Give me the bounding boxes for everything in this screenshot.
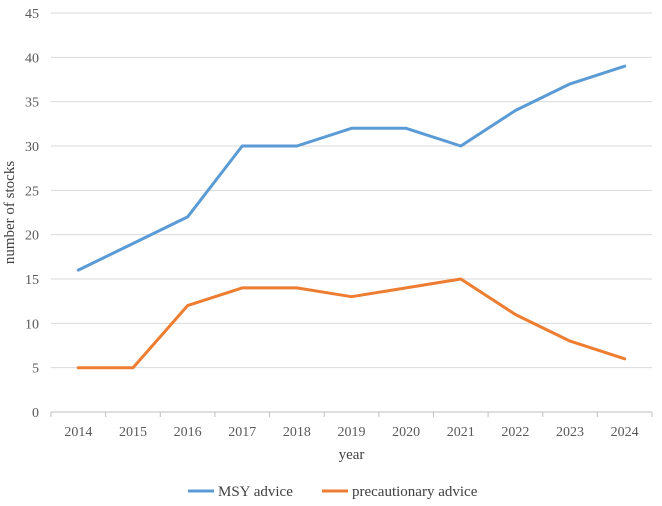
y-tick-label: 30 — [25, 140, 39, 155]
legend-label: MSY advice — [218, 484, 293, 500]
legend: MSY advice precautionary advice — [188, 484, 478, 500]
series-line-msy-advice — [76, 64, 627, 272]
x-tick-label: 2023 — [556, 425, 584, 440]
x-tick-label: 2017 — [228, 425, 256, 440]
x-axis-title: year — [339, 447, 365, 463]
y-axis-title: number of stocks — [2, 161, 18, 264]
gridlines — [51, 12, 652, 369]
x-tick-label: 2018 — [283, 425, 311, 440]
tick-labels: 0 5 10 15 20 25 30 35 40 45 2014 2015 2016 2017 2018 20… — [25, 7, 639, 440]
x-tick-label: 2015 — [119, 425, 147, 440]
series-line-precautionary-advice — [76, 277, 627, 370]
axes — [50, 411, 653, 417]
x-tick-label: 2021 — [447, 425, 475, 440]
y-tick-label: 5 — [32, 362, 39, 377]
x-tick-label: 2014 — [64, 425, 92, 440]
y-tick-label: 15 — [25, 273, 39, 288]
legend-label: precautionary advice — [352, 484, 478, 500]
y-tick-label: 45 — [25, 7, 39, 22]
y-tick-label: 35 — [25, 96, 39, 111]
series-lines — [76, 64, 627, 370]
x-tick-label: 2020 — [392, 425, 420, 440]
y-tick-label: 0 — [32, 406, 39, 421]
x-tick-label: 2019 — [338, 425, 366, 440]
y-tick-label: 20 — [25, 229, 39, 244]
x-tick-label: 2022 — [501, 425, 529, 440]
y-tick-label: 10 — [25, 317, 39, 332]
x-tick-label: 2016 — [174, 425, 202, 440]
x-tick-label: 2024 — [611, 425, 639, 440]
y-tick-label: 40 — [25, 51, 39, 66]
legend-item-precautionary-advice: precautionary advice — [322, 484, 478, 500]
y-tick-label: 25 — [25, 184, 39, 199]
legend-item-msy-advice: MSY advice — [188, 484, 293, 500]
